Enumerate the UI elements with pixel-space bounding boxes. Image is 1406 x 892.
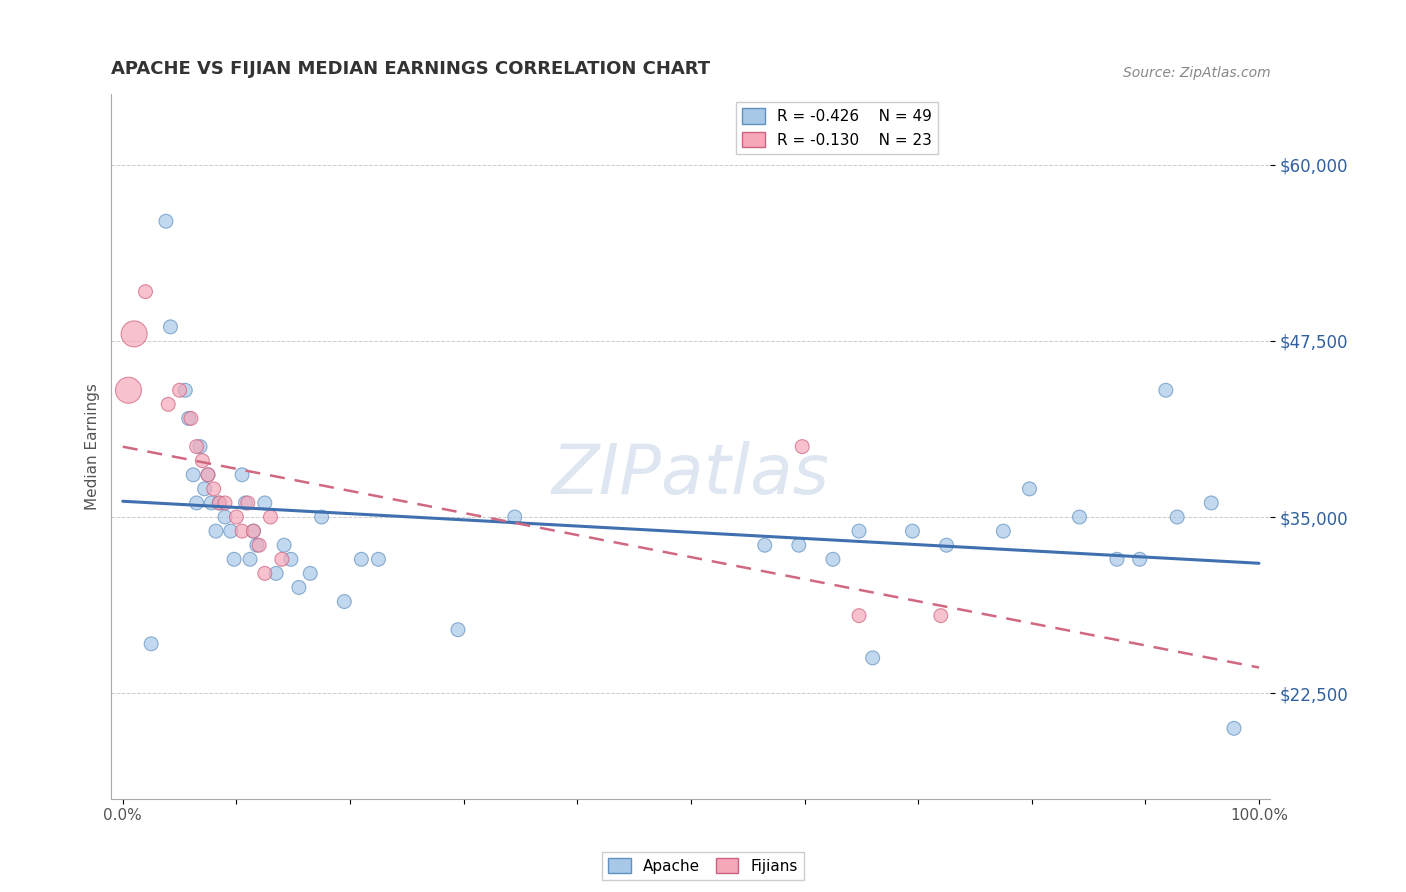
- Point: [200, 496, 222, 510]
- Point: [247, 538, 270, 552]
- Point: [253, 496, 276, 510]
- Point: [901, 524, 924, 538]
- Text: APACHE VS FIJIAN MEDIAN EARNINGS CORRELATION CHART: APACHE VS FIJIAN MEDIAN EARNINGS CORRELA…: [111, 60, 710, 78]
- Point: [231, 524, 253, 538]
- Point: [225, 510, 247, 524]
- Point: [270, 552, 292, 566]
- Point: [1199, 496, 1222, 510]
- Point: [224, 552, 246, 566]
- Point: [787, 538, 810, 552]
- Point: [1018, 482, 1040, 496]
- Point: [186, 496, 208, 510]
- Point: [208, 496, 231, 510]
- Point: [1129, 552, 1152, 566]
- Point: [242, 524, 264, 538]
- Point: [231, 467, 253, 482]
- Point: [174, 383, 197, 397]
- Point: [155, 214, 177, 228]
- Text: Source: ZipAtlas.com: Source: ZipAtlas.com: [1123, 66, 1271, 80]
- Point: [214, 496, 236, 510]
- Point: [177, 411, 200, 425]
- Point: [157, 397, 180, 411]
- Point: [202, 482, 225, 496]
- Point: [288, 581, 311, 595]
- Point: [1166, 510, 1188, 524]
- Point: [792, 440, 814, 454]
- Point: [929, 608, 952, 623]
- Point: [1154, 383, 1177, 397]
- Point: [239, 552, 262, 566]
- Point: [993, 524, 1015, 538]
- Point: [186, 440, 208, 454]
- Legend: Apache, Fijians: Apache, Fijians: [602, 852, 804, 880]
- Point: [253, 566, 276, 581]
- Point: [935, 538, 957, 552]
- Point: [350, 552, 373, 566]
- Point: [122, 326, 145, 341]
- Point: [1069, 510, 1091, 524]
- Point: [848, 608, 870, 623]
- Point: [180, 411, 202, 425]
- Point: [447, 623, 470, 637]
- Point: [235, 496, 257, 510]
- Point: [273, 538, 295, 552]
- Point: [236, 496, 259, 510]
- Point: [848, 524, 870, 538]
- Point: [219, 524, 242, 538]
- Point: [367, 552, 389, 566]
- Point: [134, 285, 156, 299]
- Point: [754, 538, 776, 552]
- Point: [169, 383, 191, 397]
- Point: [242, 524, 264, 538]
- Point: [821, 552, 844, 566]
- Point: [862, 651, 884, 665]
- Point: [259, 510, 281, 524]
- Point: [1105, 552, 1128, 566]
- Text: ZIPatlas: ZIPatlas: [553, 442, 830, 508]
- Point: [503, 510, 526, 524]
- Point: [205, 524, 228, 538]
- Point: [191, 453, 214, 467]
- Point: [117, 383, 139, 397]
- Point: [333, 594, 356, 608]
- Point: [208, 496, 231, 510]
- Point: [311, 510, 333, 524]
- Point: [141, 637, 163, 651]
- Point: [246, 538, 269, 552]
- Point: [214, 510, 236, 524]
- Point: [194, 482, 217, 496]
- Point: [280, 552, 302, 566]
- Point: [188, 440, 211, 454]
- Point: [1223, 722, 1246, 736]
- Point: [159, 319, 181, 334]
- Point: [197, 467, 219, 482]
- Point: [197, 467, 219, 482]
- Point: [264, 566, 287, 581]
- Point: [181, 467, 204, 482]
- Point: [299, 566, 322, 581]
- Legend: R = -0.426    N = 49, R = -0.130    N = 23: R = -0.426 N = 49, R = -0.130 N = 23: [735, 102, 938, 154]
- Y-axis label: Median Earnings: Median Earnings: [86, 384, 100, 510]
